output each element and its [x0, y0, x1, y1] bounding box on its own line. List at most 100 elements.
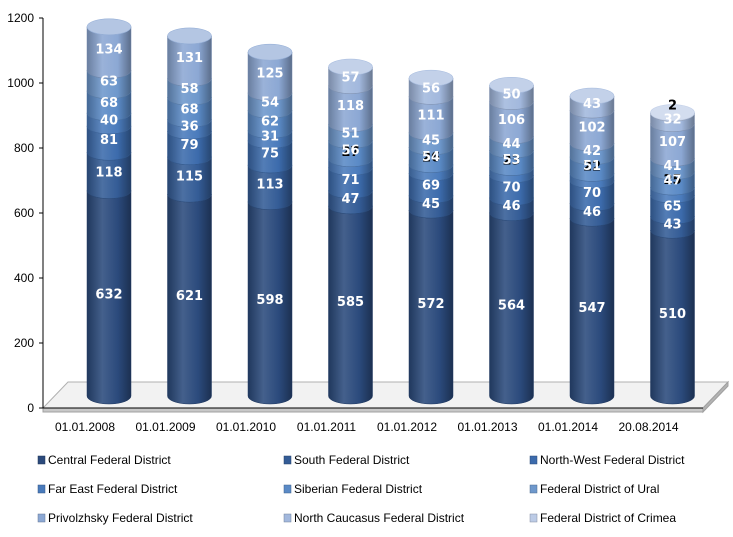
data-label: 70: [502, 180, 520, 195]
data-label: 63: [100, 75, 118, 90]
legend-swatch: [283, 455, 292, 465]
legend-item: Siberian Federal District: [283, 482, 423, 496]
data-label: 26: [422, 151, 440, 166]
bar-top-cap: [650, 104, 695, 121]
data-label: 118: [337, 99, 364, 114]
legend-label: Siberian Federal District: [294, 482, 423, 496]
data-label: 50: [502, 87, 520, 102]
data-label: 32: [663, 112, 681, 127]
data-label: 54: [422, 150, 440, 165]
data-label: 111: [417, 108, 444, 123]
legend-swatch: [529, 513, 538, 523]
data-label: 45: [422, 134, 440, 149]
legend-label: Far East Federal District: [48, 482, 178, 496]
data-label: 125: [256, 66, 283, 81]
legend-swatch: [283, 513, 292, 523]
legend: Central Federal District South Federal Di…: [37, 453, 685, 525]
legend-item: Privolzhsky Federal District: [37, 511, 193, 525]
y-tick-label: 1200: [7, 11, 34, 25]
data-label: 69: [422, 178, 440, 193]
legend-swatch: [37, 484, 46, 494]
legend-label: North Caucasus Federal District: [294, 511, 465, 525]
data-label: 31: [261, 130, 279, 145]
x-tick-label: 01.01.2013: [457, 420, 517, 434]
x-tick-label: 01.01.2010: [216, 420, 276, 434]
data-label: 598: [256, 293, 283, 308]
data-label: 46: [502, 199, 520, 214]
data-label: 23: [502, 154, 520, 169]
floor-front: [42, 407, 704, 413]
data-label: 40: [100, 113, 118, 128]
data-label: 44: [502, 137, 520, 152]
data-label: 118: [95, 165, 122, 180]
x-tick-label: 01.01.2012: [377, 420, 437, 434]
data-label: 65: [663, 200, 681, 215]
y-tick-label: 600: [14, 206, 34, 220]
data-label: 106: [498, 113, 525, 128]
bar-stack: 632 118 81 40 68 63 134: [86, 18, 132, 405]
x-tick-label: 01.01.2011: [297, 420, 356, 434]
data-label: 547: [578, 301, 605, 316]
legend-swatch: [37, 455, 46, 465]
bar-top-cap: [328, 58, 373, 76]
data-label: 68: [100, 96, 118, 111]
y-tick-label: 0: [27, 401, 34, 415]
data-label: 41: [663, 159, 681, 174]
data-label: 71: [341, 173, 359, 188]
data-label: 57: [341, 70, 359, 85]
data-label: 51: [583, 159, 601, 174]
legend-label: South Federal District: [294, 453, 410, 467]
data-label: 36: [180, 119, 198, 134]
legend-item: North Caucasus Federal District: [283, 511, 465, 525]
bar-stack: 621 115 79 36 68 58 131: [167, 27, 212, 405]
data-label: 564: [498, 298, 525, 313]
data-label: 54: [261, 96, 279, 111]
floor-top: [41, 381, 730, 409]
data-label: 43: [663, 217, 681, 232]
legend-swatch: [37, 513, 46, 523]
legend-swatch: [529, 484, 538, 494]
bars: 632 118 81 40 68 63 134 621 115 79 36 68 58 131 598 113…: [86, 18, 695, 405]
y-tick-label: 400: [14, 271, 34, 285]
y-tick-label: 200: [14, 336, 34, 350]
data-label: 102: [578, 121, 605, 136]
x-tick-label: 01.01.2014: [538, 420, 598, 434]
legend-label: Federal District of Crimea: [540, 511, 676, 525]
bar-top-cap: [489, 77, 534, 94]
bar-top-cap: [86, 18, 132, 36]
data-label: 53: [502, 153, 520, 168]
x-axis: 01.01.2008 01.01.2009 01.01.2010 01.01.2011…: [43, 407, 703, 434]
data-label: 43: [583, 97, 601, 112]
y-tick-label: 800: [14, 141, 34, 155]
bar-top-cap: [569, 87, 615, 105]
legend-swatch: [283, 484, 292, 494]
legend-item: South Federal District: [283, 453, 410, 467]
data-label: 27: [341, 145, 359, 160]
data-label: 585: [337, 295, 364, 310]
legend-swatch: [529, 455, 538, 465]
data-label: 58: [180, 82, 198, 97]
data-label: 46: [583, 205, 601, 220]
bar-top-cap: [167, 27, 212, 45]
y-axis: 0 200 400 600 800 1000 1200: [7, 11, 44, 415]
data-label: 79: [180, 138, 198, 153]
legend-label: Federal District of Ural: [540, 482, 659, 496]
data-label: 510: [659, 307, 686, 322]
legend-item: North-West Federal District: [529, 453, 685, 467]
data-label: 51: [341, 126, 359, 141]
floor-side: [702, 380, 729, 414]
data-label: 115: [176, 169, 203, 184]
legend-item: Federal District of Crimea: [529, 511, 676, 525]
data-label: 131: [176, 51, 203, 66]
x-tick-label: 01.01.2009: [135, 420, 195, 434]
data-label: 81: [100, 133, 118, 148]
legend-item: Central Federal District: [37, 453, 171, 467]
data-label: 42: [583, 144, 601, 159]
data-label: 56: [341, 144, 359, 159]
